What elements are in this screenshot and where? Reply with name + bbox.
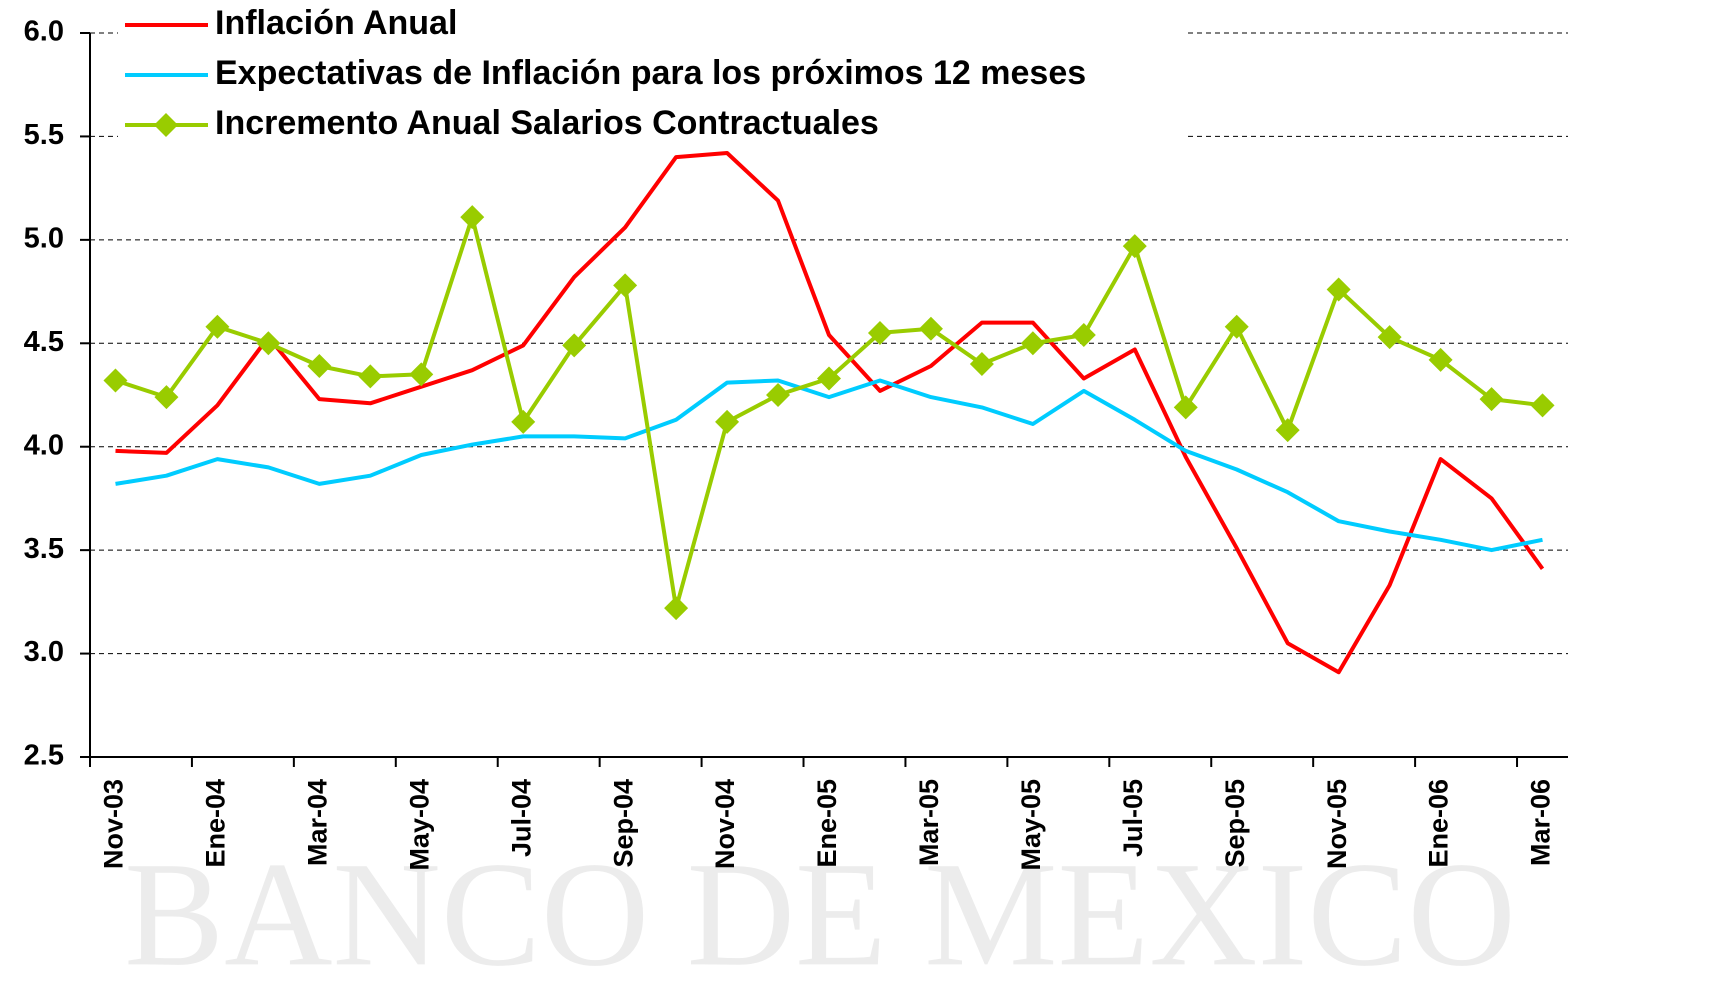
x-tick-label: Jul-05	[1118, 779, 1148, 857]
marker	[511, 410, 535, 434]
y-tick-label: 5.5	[24, 119, 64, 151]
marker	[1021, 331, 1045, 355]
legend: Inflación Anual Expectativas de Inflación…	[118, 0, 1188, 150]
x-tick-label: Mar-04	[302, 779, 332, 866]
marker	[970, 352, 994, 376]
x-tick-label: May-04	[404, 779, 434, 871]
marker	[1531, 393, 1555, 417]
series-line	[116, 153, 1543, 672]
x-tick-label: Ene-04	[201, 779, 231, 868]
x-tick-label: Sep-05	[1220, 779, 1250, 868]
marker	[1174, 395, 1198, 419]
x-tick-label: Mar-06	[1526, 779, 1556, 866]
legend-label: Inflación Anual	[215, 4, 457, 42]
marker	[1123, 234, 1147, 258]
chart: BANCO DE MEXICO 2.53.03.54.04.55.05.56.0…	[0, 0, 1712, 988]
marker	[766, 383, 790, 407]
x-tick-label: Sep-04	[608, 779, 638, 868]
x-tick-label: Ene-05	[812, 779, 842, 868]
legend-label: Incremento Anual Salarios Contractuales	[215, 104, 879, 142]
y-tick-label: 3.0	[24, 636, 64, 668]
x-tick-label: Mar-05	[914, 779, 944, 866]
marker	[664, 596, 688, 620]
x-tick-label: Nov-05	[1322, 779, 1352, 869]
x-tick-label: Ene-06	[1424, 779, 1454, 868]
y-tick-label: 2.5	[24, 740, 64, 772]
y-tick-label: 4.5	[24, 326, 64, 358]
series-line	[116, 217, 1543, 608]
marker	[715, 410, 739, 434]
x-tick-label: Nov-04	[710, 779, 740, 869]
marker	[358, 364, 382, 388]
series-line	[116, 381, 1543, 551]
x-tick-label: May-05	[1016, 779, 1046, 871]
marker	[1276, 418, 1300, 442]
x-tick-label: Jul-04	[506, 779, 536, 857]
marker	[919, 317, 943, 341]
marker	[1225, 315, 1249, 339]
y-tick-label: 4.0	[24, 429, 64, 461]
y-tick-label: 6.0	[24, 16, 64, 48]
x-tick-label: Nov-03	[99, 779, 129, 869]
marker	[460, 205, 484, 229]
marker	[103, 369, 127, 393]
y-tick-label: 5.0	[24, 223, 64, 255]
legend-label: Expectativas de Inflación para los próxi…	[215, 54, 1086, 92]
marker	[307, 354, 331, 378]
y-tick-label: 3.5	[24, 533, 64, 565]
